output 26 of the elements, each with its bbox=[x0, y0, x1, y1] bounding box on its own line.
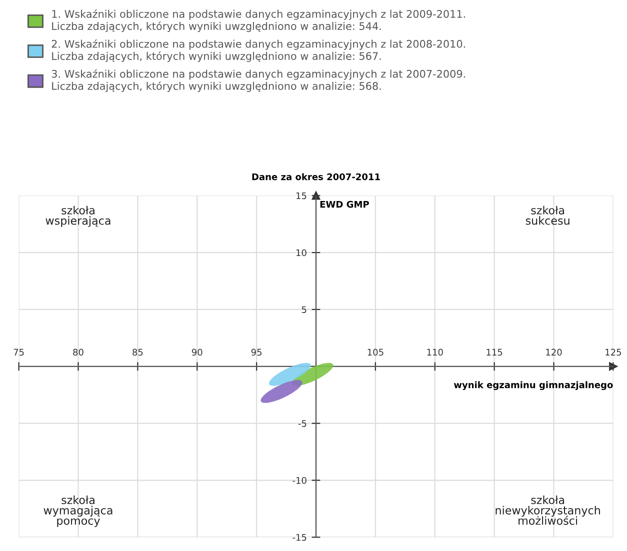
x-tick-label: 105 bbox=[368, 348, 384, 356]
legend-label: 2. Wskaźniki obliczone na podstawie danych egzaminacyjnych z lat 2008-2010. Liczba zdających, których wyniki uwzględniono w analizie: 567. bbox=[52, 39, 466, 62]
y-tick-label: -15 bbox=[292, 534, 306, 541]
chart-title: Dane za okres 2007-2011 bbox=[252, 173, 380, 180]
legend-label: 3. Wskaźniki obliczone na podstawie danych egzaminacyjnych z lat 2007-2009. Liczba zdających, których wyniki uwzględniono w analizie: 568. bbox=[52, 69, 466, 92]
x-tick-label: 115 bbox=[486, 348, 502, 356]
y-tick-label: 5 bbox=[302, 306, 306, 314]
x-tick-label: 125 bbox=[606, 348, 622, 356]
x-tick-label: 90 bbox=[192, 348, 202, 356]
y-tick-label: -10 bbox=[292, 477, 306, 484]
legend-label: 1. Wskaźniki obliczone na podstawie danych egzaminacyjnych z lat 2009-2011. Liczba zdających, których wyniki uwzględniono w analizie: 544. bbox=[52, 9, 466, 32]
x-axis-title: wynik egzaminu gimnazjalnego bbox=[454, 381, 613, 390]
x-tick-label: 120 bbox=[546, 348, 562, 356]
x-tick-label: 75 bbox=[14, 348, 24, 356]
annotation: szkoła sukcesu bbox=[526, 206, 570, 225]
x-tick-label: 110 bbox=[427, 348, 443, 356]
annotation: szkoła wspierająca bbox=[46, 206, 110, 227]
annotation: szkoła niewykorzystanych możliwości bbox=[496, 496, 600, 525]
x-tick-label: 85 bbox=[132, 348, 143, 356]
y-tick-label: 15 bbox=[296, 192, 306, 200]
x-tick-label: 95 bbox=[251, 348, 262, 356]
x-tick-label: 80 bbox=[73, 348, 84, 356]
y-axis-title: EWD GMP bbox=[320, 200, 369, 208]
y-tick-label: 10 bbox=[296, 249, 306, 256]
annotation: szkoła wymagająca pomocy bbox=[44, 496, 112, 527]
y-tick-label: -5 bbox=[298, 420, 306, 427]
